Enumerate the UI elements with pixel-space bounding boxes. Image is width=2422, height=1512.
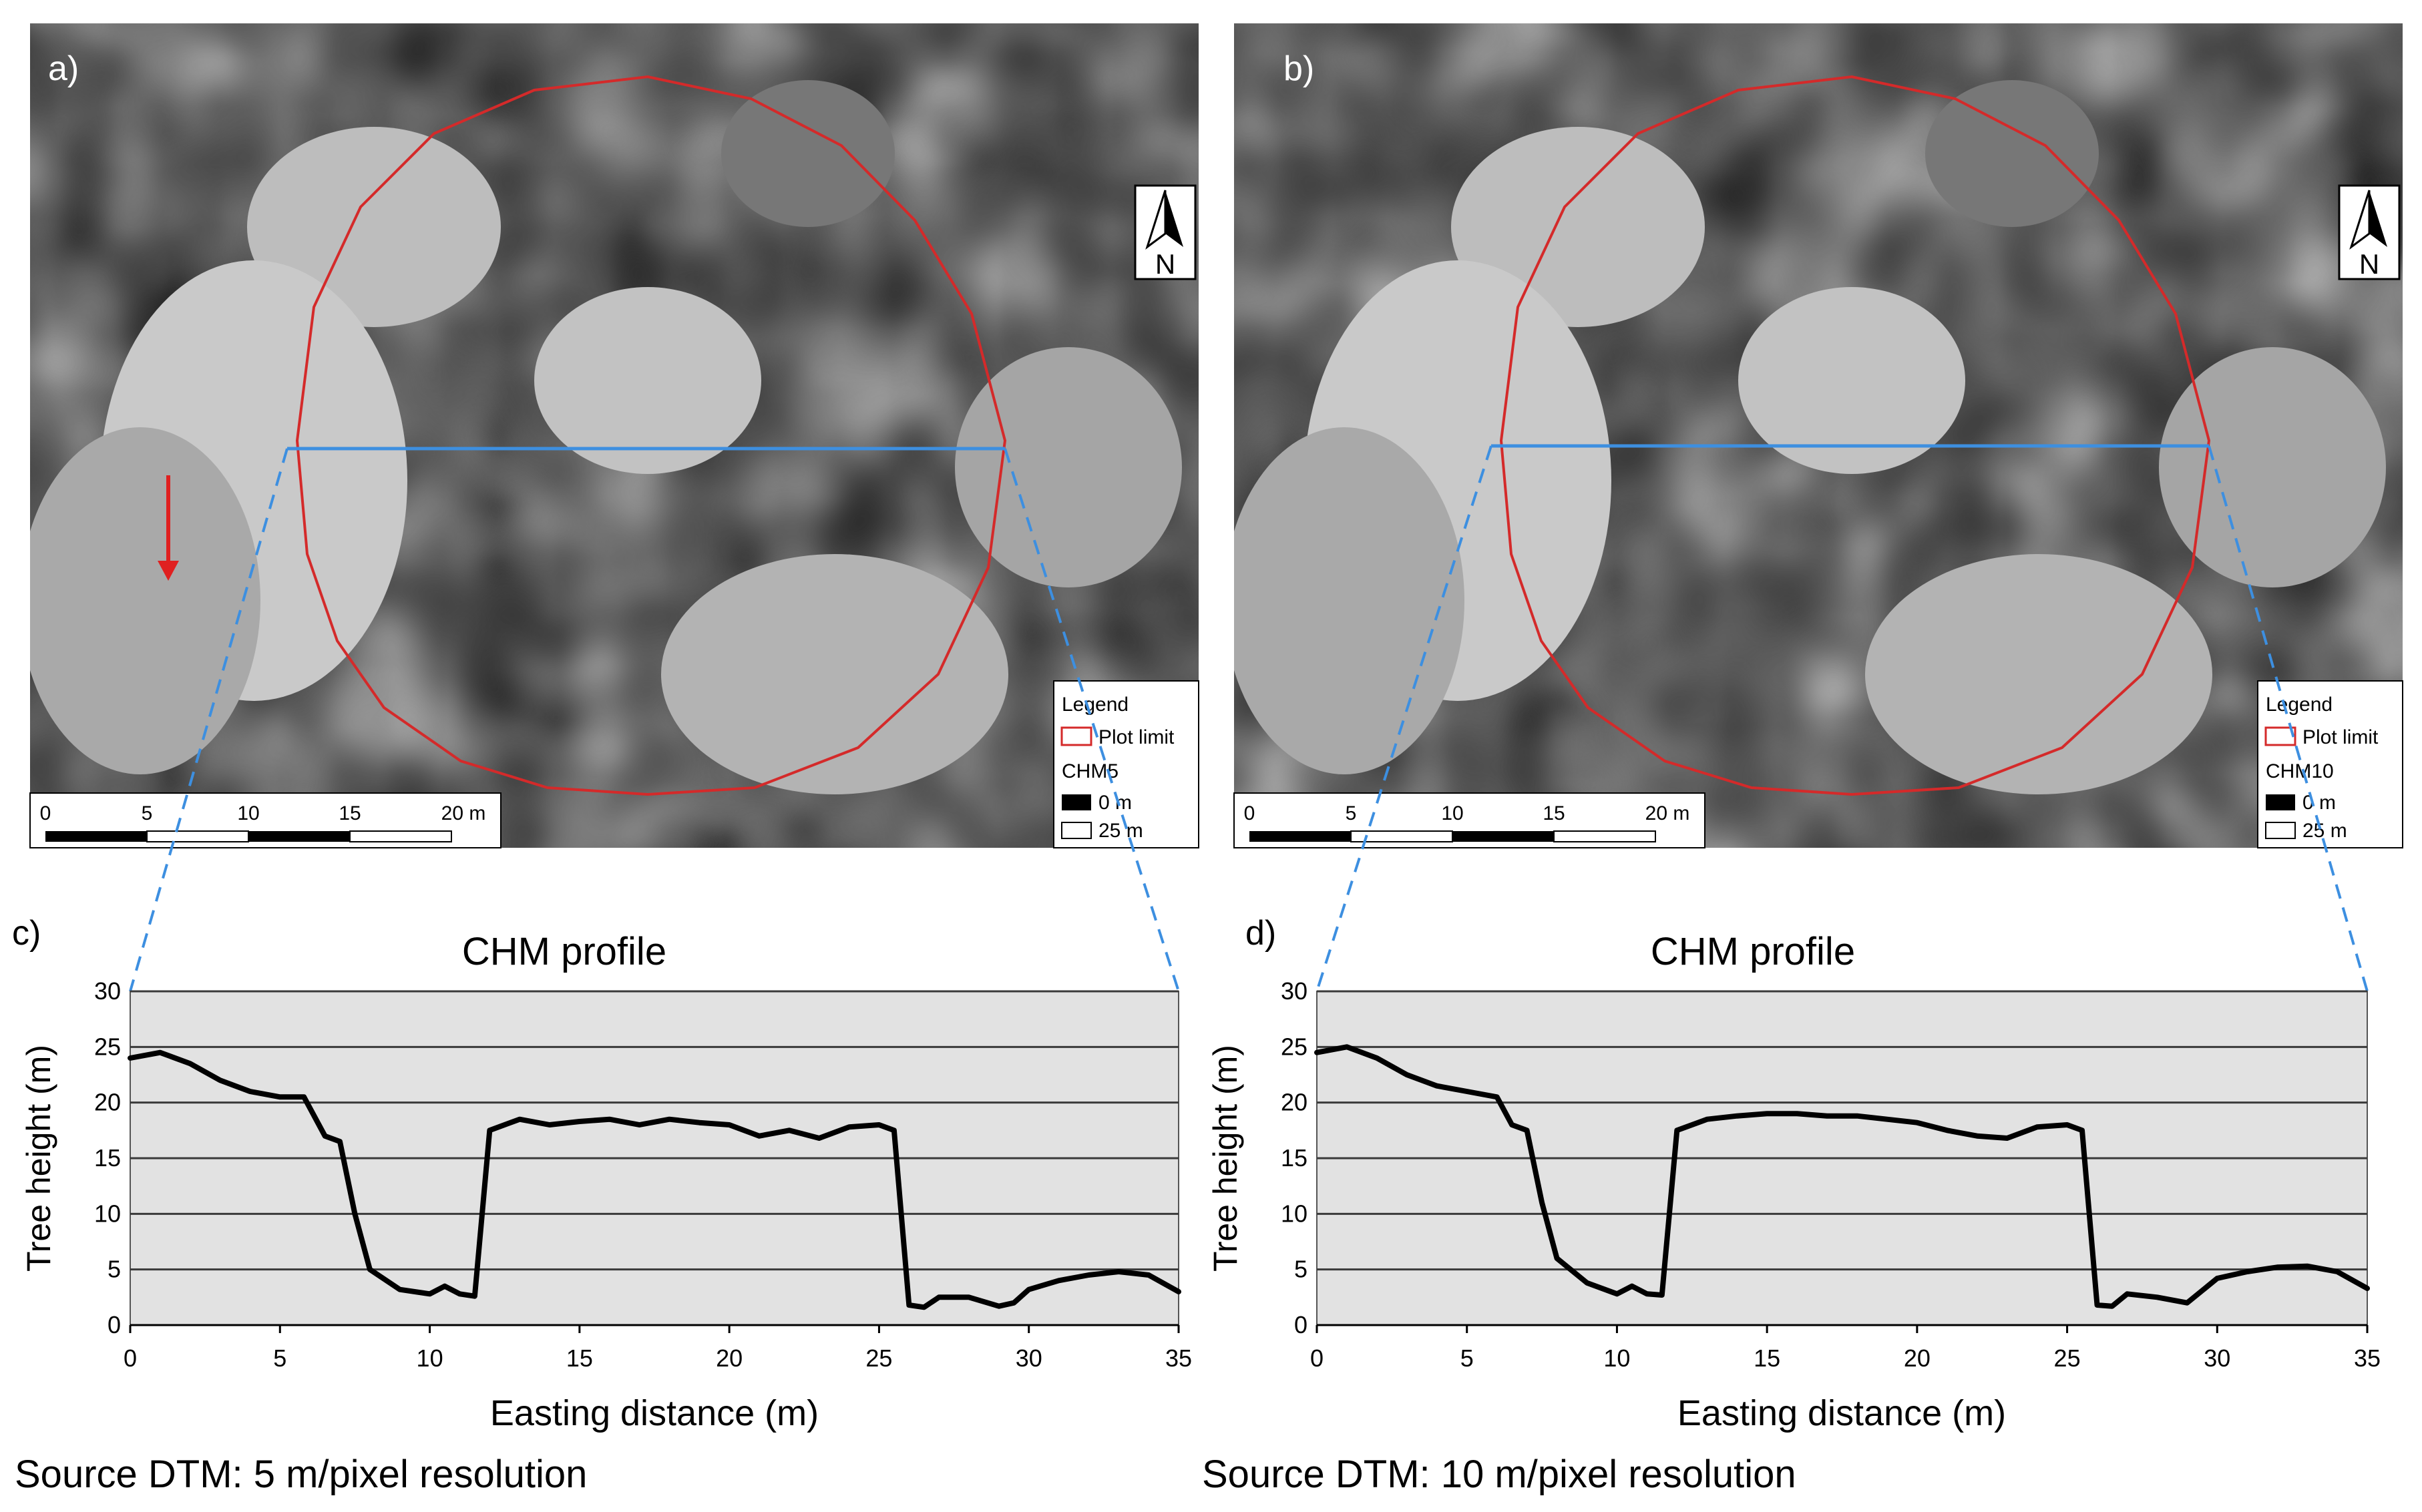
tree-crowns xyxy=(30,80,1182,794)
chm10-map: b) N 0 5 10 15 20 m Legend Plot limit CH… xyxy=(1233,23,2403,848)
legend-title: Legend xyxy=(1062,694,1129,716)
chart-title: CHM profile xyxy=(1651,930,1855,973)
y-tick-label: 0 xyxy=(108,1311,121,1338)
legend-title: Legend xyxy=(2266,694,2333,716)
legend-low-swatch xyxy=(2266,794,2295,810)
x-axis-label: Easting distance (m) xyxy=(1677,1393,2006,1433)
scale-label-20: 20 m xyxy=(1645,802,1690,824)
x-tick-label: 15 xyxy=(566,1344,593,1372)
source-caption-5m: Source DTM: 5 m/pixel resolution xyxy=(15,1453,587,1496)
y-tick-label: 5 xyxy=(1294,1256,1307,1283)
red-arrow-head xyxy=(158,561,179,581)
series-line-chm10 xyxy=(1314,1044,2370,1309)
x-tick-label: 10 xyxy=(1603,1344,1630,1372)
x-tick-label: 30 xyxy=(2204,1344,2230,1372)
legend-high-swatch xyxy=(1061,822,1092,839)
panel-letter-d: d) xyxy=(1245,914,1276,953)
legend-plot-limit: Plot limit xyxy=(1098,726,1175,748)
legend-low: 0 m xyxy=(2302,792,2336,814)
chart-title: CHM profile xyxy=(462,930,666,973)
y-tick-label: 5 xyxy=(108,1256,121,1283)
scale-label-0: 0 xyxy=(1244,802,1255,824)
x-tick-label: 25 xyxy=(2054,1344,2081,1372)
y-tick-label: 10 xyxy=(1281,1200,1307,1227)
y-tick-label: 0 xyxy=(1294,1311,1307,1338)
legend-plot-limit-swatch xyxy=(2264,726,2296,746)
x-axis-label: Easting distance (m) xyxy=(490,1393,819,1433)
x-tick-label: 30 xyxy=(1016,1344,1042,1372)
scale-label-10: 10 xyxy=(237,802,259,824)
panel-letter-b: b) xyxy=(1283,49,1314,88)
x-tick-label: 35 xyxy=(2354,1344,2381,1372)
legend-plot-limit: Plot limit xyxy=(2302,726,2379,748)
y-tick-label: 15 xyxy=(1281,1144,1307,1172)
x-tick-label: 25 xyxy=(865,1344,892,1372)
scale-bar: 0 5 10 15 20 m xyxy=(29,792,501,848)
scale-label-0: 0 xyxy=(40,802,51,824)
x-tick-label: 5 xyxy=(273,1344,286,1372)
chm10-profile-chart: 0 5 10 15 20 25 30 0 5 10 15 20 25 30 35 CHM profile Eas… xyxy=(1207,930,2381,1433)
y-tick-label: 15 xyxy=(94,1144,121,1172)
x-tick-label: 0 xyxy=(1310,1344,1324,1372)
legend-plot-limit-swatch xyxy=(1060,726,1092,746)
scale-label-5: 5 xyxy=(1346,802,1357,824)
y-tick-label: 20 xyxy=(94,1089,121,1116)
y-tick-label: 10 xyxy=(94,1200,121,1227)
scale-label-5: 5 xyxy=(142,802,153,824)
panel-letter-a: a) xyxy=(48,49,79,88)
legend-chm: CHM10 xyxy=(2266,760,2334,782)
y-tick-label: 20 xyxy=(1281,1089,1307,1116)
scale-label-15: 15 xyxy=(339,802,361,824)
scale-label-20: 20 m xyxy=(441,802,486,824)
x-tick-label: 10 xyxy=(417,1344,443,1372)
north-label: N xyxy=(2359,248,2379,280)
legend-high: 25 m xyxy=(1098,820,1143,842)
panel-letter-c: c) xyxy=(12,914,41,953)
scale-label-10: 10 xyxy=(1441,802,1463,824)
y-tick-label: 30 xyxy=(94,977,121,1005)
y-tick-label: 25 xyxy=(94,1033,121,1060)
plot-limit-circle xyxy=(1499,75,2211,796)
map-legend: Legend Plot limit CHM5 0 m 25 m xyxy=(1053,680,1199,848)
y-axis-label: Tree height (m) xyxy=(20,1045,57,1272)
map-legend: Legend Plot limit CHM10 0 m 25 m xyxy=(2257,680,2403,848)
tree-crowns xyxy=(1234,80,2386,794)
x-tick-label: 5 xyxy=(1460,1344,1474,1372)
legend-high-swatch xyxy=(2265,822,2296,839)
x-tick-label: 20 xyxy=(1904,1344,1931,1372)
x-tick-label: 15 xyxy=(1754,1344,1780,1372)
chm5-profile-chart: 0 5 10 15 20 25 30 0 5 10 15 20 25 30 35 CHM profile Eas… xyxy=(20,930,1192,1433)
north-arrow: N xyxy=(2338,184,2401,280)
connector-lines xyxy=(129,445,2369,992)
plot-limit-circle xyxy=(295,75,1007,796)
source-caption-10m: Source DTM: 10 m/pixel resolution xyxy=(1202,1453,1796,1496)
north-label: N xyxy=(1155,248,1175,280)
series-line-chm5 xyxy=(128,1049,1181,1310)
y-tick-label: 30 xyxy=(1281,977,1307,1005)
scale-label-15: 15 xyxy=(1543,802,1565,824)
north-arrow: N xyxy=(1134,184,1197,280)
y-tick-label: 25 xyxy=(1281,1033,1307,1060)
x-tick-label: 20 xyxy=(716,1344,743,1372)
x-tick-label: 35 xyxy=(1165,1344,1192,1372)
y-axis-label: Tree height (m) xyxy=(1207,1045,1244,1272)
chm5-map: a) N 0 5 10 15 20 m Legend Plot limit xyxy=(29,23,1199,848)
scale-bar: 0 5 10 15 20 m xyxy=(1233,792,1705,848)
legend-high: 25 m xyxy=(2302,820,2347,842)
x-tick-label: 0 xyxy=(124,1344,137,1372)
legend-low-swatch xyxy=(1062,794,1091,810)
